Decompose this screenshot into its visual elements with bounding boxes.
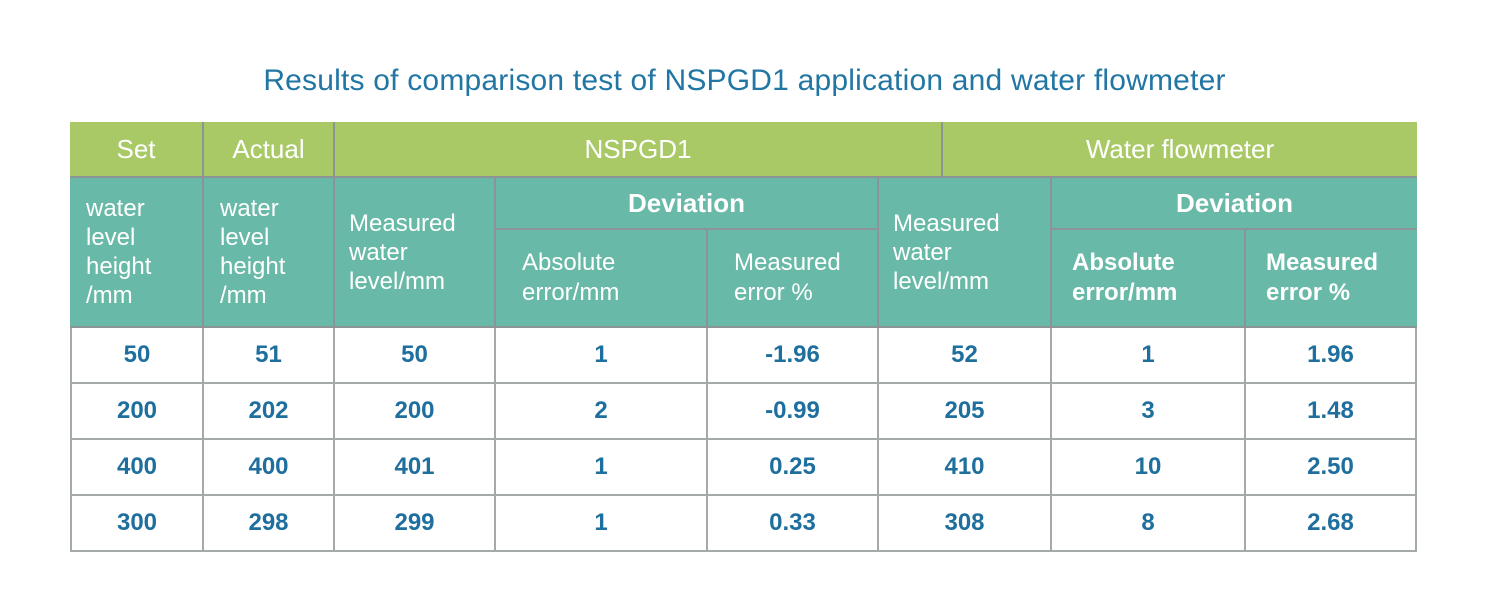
data-cell: 2 (496, 384, 708, 438)
data-cell: 410 (879, 440, 1052, 494)
flowmeter-deviation-group: Deviation Absolute error/mm Measured err… (1052, 178, 1417, 326)
table-row: 50 51 50 1 -1.96 52 1 1.96 (70, 328, 1417, 384)
data-cell: 202 (204, 384, 335, 438)
data-cell: 400 (70, 440, 204, 494)
top-header-row: Set Actual NSPGD1 Water flowmeter (70, 122, 1417, 178)
subheader-flowmeter-measured: Measured water level/mm (879, 178, 1052, 326)
data-cell: 400 (204, 440, 335, 494)
flowmeter-absolute-error-header: Absolute error/mm (1052, 230, 1246, 326)
data-cell: 1 (496, 328, 708, 382)
data-cell: 50 (70, 328, 204, 382)
data-cell: 8 (1052, 496, 1246, 550)
data-cell: 1.96 (1246, 328, 1417, 382)
data-cell: 200 (335, 384, 496, 438)
comparison-table: Set Actual NSPGD1 Water flowmeter water … (70, 122, 1417, 552)
flowmeter-measured-error-header: Measured error % (1266, 249, 1379, 307)
subheader-actual-unit: water level height /mm (204, 178, 335, 326)
header-set: Set (70, 122, 204, 176)
data-cell: 401 (335, 440, 496, 494)
nspgd1-deviation-group: Deviation Absolute error/mm Measured err… (496, 178, 879, 326)
nspgd1-deviation-header: Deviation (496, 178, 879, 231)
sub-header-row: water level height /mm water level heigh… (70, 178, 1417, 328)
data-cell: -0.99 (708, 384, 879, 438)
header-water-flowmeter: Water flowmeter (1085, 133, 1275, 164)
data-cell: 298 (204, 496, 335, 550)
data-cell: 3 (1052, 384, 1246, 438)
data-cell: 2.50 (1246, 440, 1417, 494)
nspgd1-measured-error-header: Measured error % (708, 230, 879, 326)
subheader-set-unit: water level height /mm (70, 178, 204, 326)
subheader-nspgd1-measured: Measured water level/mm (335, 178, 496, 326)
table-row: 400 400 401 1 0.25 410 10 2.50 (70, 440, 1417, 496)
data-cell: 299 (335, 496, 496, 550)
table-row: 200 202 200 2 -0.99 205 3 1.48 (70, 384, 1417, 440)
data-cell: 1 (496, 496, 708, 550)
flowmeter-deviation-header: Deviation (1052, 178, 1417, 231)
data-cell: 50 (335, 328, 496, 382)
data-cell: 200 (70, 384, 204, 438)
table-row: 300 298 299 1 0.33 308 8 2.68 (70, 496, 1417, 552)
data-cell: 0.25 (708, 440, 879, 494)
data-cell: 1 (1052, 328, 1246, 382)
data-cell: 10 (1052, 440, 1246, 494)
data-cell: -1.96 (708, 328, 879, 382)
data-cell: 2.68 (1246, 496, 1417, 550)
nspgd1-absolute-error-header: Absolute error/mm (496, 230, 708, 326)
data-cell: 205 (879, 384, 1052, 438)
data-cell: 0.33 (708, 496, 879, 550)
data-cell: 51 (204, 328, 335, 382)
header-nspgd1: NSPGD1 (335, 122, 943, 176)
data-cell: 308 (879, 496, 1052, 550)
data-cell: 52 (879, 328, 1052, 382)
page-title: Results of comparison test of NSPGD1 app… (263, 64, 1226, 97)
data-cell: 300 (70, 496, 204, 550)
data-cell: 1.48 (1246, 384, 1417, 438)
header-actual: Actual (204, 122, 335, 176)
data-cell: 1 (496, 440, 708, 494)
